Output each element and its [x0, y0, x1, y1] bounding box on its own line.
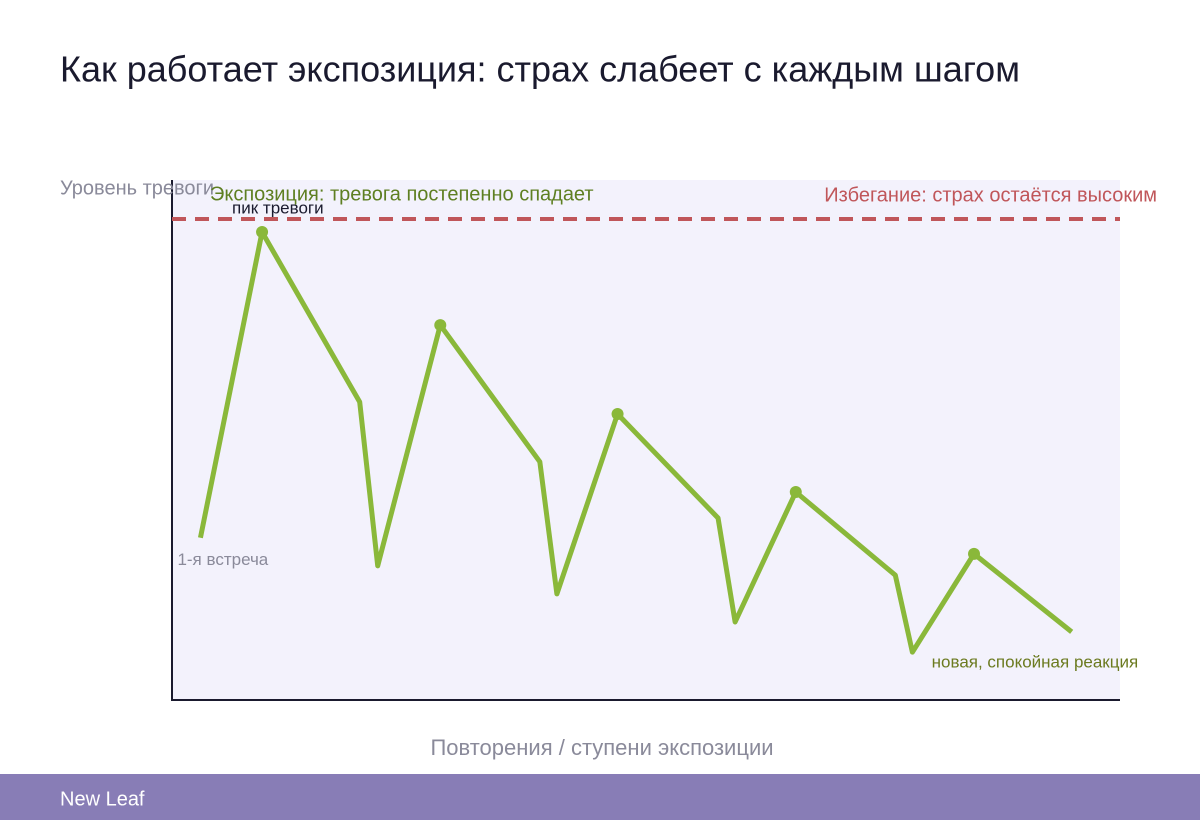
point-marker — [434, 319, 447, 332]
legend-label: Экспозиция: тревога постепенно спадает — [210, 183, 594, 205]
chart-marks: Экспозиция: тревога постепенно спадает Из… — [172, 183, 1157, 671]
point-marker — [968, 547, 981, 560]
x-axis-label: Повторения / ступени экспозиции — [430, 735, 773, 760]
chart-title: Как работает экспозиция: страх слабеет с… — [60, 49, 1020, 90]
annotation: пик тревоги — [232, 198, 324, 217]
legend-label: Избегание: страх остаётся высоким — [824, 184, 1157, 206]
footer-text: New Leaf — [60, 788, 145, 810]
y-axis-label: Уровень тревоги — [60, 177, 214, 199]
annotation: новая, спокойная реакция — [932, 652, 1139, 671]
annotation: 1-я встреча — [177, 550, 268, 569]
footer-bar — [0, 774, 1200, 820]
point-marker — [256, 226, 269, 238]
point-marker — [611, 408, 624, 420]
point-marker — [789, 486, 802, 498]
